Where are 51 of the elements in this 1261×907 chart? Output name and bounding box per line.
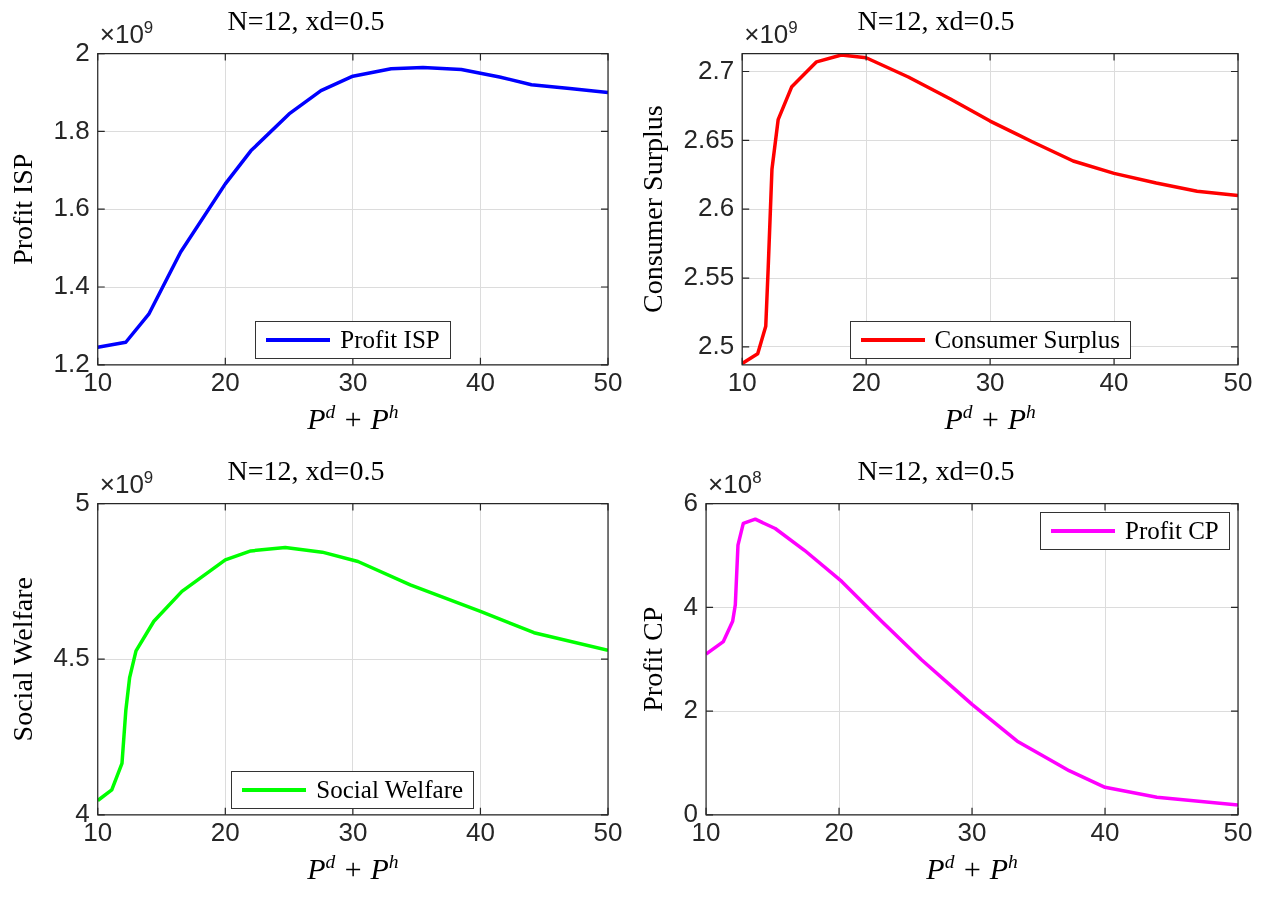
y-tick-label: 2 bbox=[683, 694, 699, 725]
y-tick-label: 2.7 bbox=[698, 54, 735, 85]
x-tick-label: 40 bbox=[465, 366, 495, 397]
x-tick-label: 40 bbox=[1099, 366, 1129, 397]
x-axis-title: P$^{d}$ + P$^{h}$ bbox=[944, 400, 1036, 436]
y-tick-label: 2.5 bbox=[698, 330, 735, 361]
y-tick-label: 1.6 bbox=[53, 192, 90, 223]
y-tick-label: 4 bbox=[683, 590, 699, 621]
x-tick-label: 20 bbox=[851, 366, 881, 397]
y-tick-label: 2.55 bbox=[683, 261, 735, 292]
y-tick-label: 2 bbox=[75, 36, 90, 67]
x-tick-label: 40 bbox=[1090, 816, 1120, 847]
y-axis-title: Social Welfare bbox=[7, 577, 39, 742]
x-axis-title: P$^{d}$ + P$^{h}$ bbox=[926, 850, 1018, 886]
chart-title: N=12, xd=0.5 bbox=[857, 5, 1015, 37]
y-tick-label: 6 bbox=[683, 486, 699, 517]
chart-title: N=12, xd=0.5 bbox=[227, 5, 385, 37]
x-tick-label: 50 bbox=[1223, 366, 1253, 397]
x-axis-title: P$^{d}$ + P$^{h}$ bbox=[307, 850, 399, 886]
y-tick-label: 2.6 bbox=[698, 192, 735, 223]
chart-title: N=12, xd=0.5 bbox=[227, 455, 385, 487]
x-tick-label: 30 bbox=[338, 816, 368, 847]
x-axis-title: P$^{d}$ + P$^{h}$ bbox=[307, 400, 399, 436]
x-tick-label: 50 bbox=[1223, 816, 1253, 847]
x-tick-label: 30 bbox=[338, 366, 368, 397]
y-tick-label: 1.8 bbox=[53, 114, 90, 145]
y-axis-title: Consumer Surplus bbox=[637, 105, 669, 314]
text: ×10$^{9}$ bbox=[744, 17, 798, 50]
x-tick-label: 10 bbox=[727, 366, 757, 397]
x-tick-label: 40 bbox=[465, 816, 495, 847]
y-tick-label: 4.5 bbox=[53, 642, 90, 673]
x-tick-label: 20 bbox=[210, 816, 240, 847]
x-tick-label: 20 bbox=[210, 366, 240, 397]
legend-label: Profit CP bbox=[1125, 516, 1219, 545]
legend-label: Profit ISP bbox=[340, 325, 440, 354]
text: ×10$^{9}$ bbox=[99, 17, 154, 50]
x-tick-label: 20 bbox=[824, 816, 854, 847]
legend-label: Social Welfare bbox=[316, 775, 464, 804]
x-tick-label: 30 bbox=[957, 816, 987, 847]
x-tick-label: 50 bbox=[593, 816, 623, 847]
y-tick-label: 2.65 bbox=[683, 123, 735, 154]
y-tick-label: 1.4 bbox=[53, 270, 90, 301]
x-tick-label: 50 bbox=[593, 366, 623, 397]
y-axis-title: Profit ISP bbox=[7, 153, 39, 265]
text: ×10$^{9}$ bbox=[99, 467, 154, 500]
legend-label: Consumer Surplus bbox=[934, 325, 1121, 354]
y-tick-label: 5 bbox=[75, 486, 90, 517]
y-axis-title: Profit CP bbox=[637, 606, 669, 712]
x-tick-label: 30 bbox=[975, 366, 1005, 397]
text: ×10$^{8}$ bbox=[708, 467, 762, 500]
chart-title: N=12, xd=0.5 bbox=[857, 455, 1015, 487]
